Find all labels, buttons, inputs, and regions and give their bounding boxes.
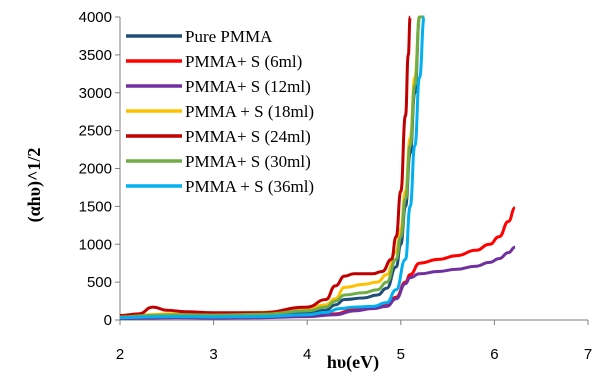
x-tick-label: 4: [303, 346, 311, 363]
series-line-6: [120, 15, 425, 319]
plot-area: [120, 15, 516, 320]
legend-label: PMMA+ S (12ml): [185, 77, 311, 96]
y-tick-label: 1000: [79, 236, 112, 253]
x-axis-label: hυ(eV): [327, 352, 379, 373]
legend: Pure PMMA PMMA+ S (6ml) PMMA+ S (12ml) PMMA…: [126, 27, 314, 196]
series-line-5: [120, 15, 412, 317]
legend-label: PMMA + S (18ml): [185, 102, 314, 121]
y-axis: 0 500 1000 1500 2000 2500 3000 3500 4000: [79, 9, 121, 329]
y-axis-label: (αhυ)^1/2: [24, 148, 45, 223]
x-axis: 2 3 4 5 6 7: [116, 319, 592, 363]
x-tick-label: 7: [584, 346, 592, 363]
y-tick-label: 1500: [79, 198, 112, 215]
y-tick-label: 4000: [79, 9, 112, 26]
x-tick-label: 5: [397, 346, 405, 363]
legend-label: PMMA + S (36ml): [185, 177, 314, 196]
legend-label: PMMA+ S (24ml): [185, 127, 311, 146]
x-tick-label: 6: [490, 346, 498, 363]
series-line-7: [120, 15, 426, 320]
x-tick-label: 2: [116, 346, 124, 363]
y-tick-label: 3500: [79, 47, 112, 64]
y-tick-label: 2500: [79, 123, 112, 140]
y-tick-label: 3000: [79, 85, 112, 102]
legend-label: PMMA+ S (30ml): [185, 152, 311, 171]
y-tick-label: 2000: [79, 161, 112, 178]
x-tick-label: 3: [209, 346, 217, 363]
legend-label: Pure PMMA: [185, 27, 273, 46]
y-tick-label: 0: [104, 312, 112, 329]
y-tick-label: 500: [87, 274, 112, 291]
legend-label: PMMA+ S (6ml): [185, 52, 302, 71]
